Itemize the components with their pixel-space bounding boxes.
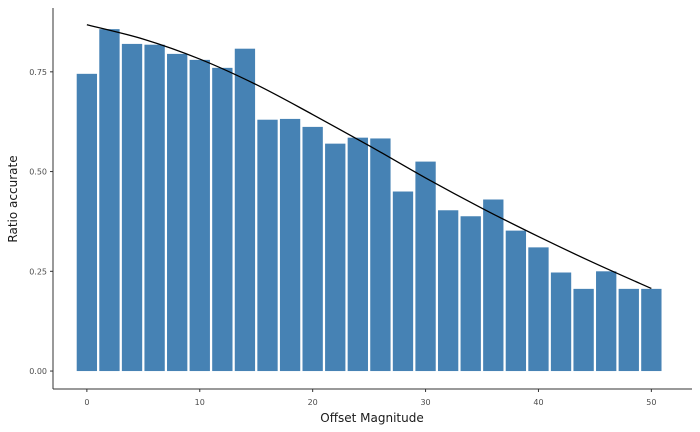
x-axis-title: Offset Magnitude: [320, 411, 423, 425]
bar-12: [212, 67, 233, 372]
bar-40: [528, 247, 549, 372]
y-axis-title: Ratio accurate: [6, 155, 20, 242]
y-tick-label: 0.25: [29, 267, 47, 276]
bar-10: [189, 59, 210, 372]
x-tick-label: 30: [420, 398, 430, 407]
bar-14: [234, 48, 256, 372]
bar-20: [302, 126, 323, 372]
y-tick-label: 0.00: [29, 367, 47, 376]
x-tick-label: 20: [308, 398, 318, 407]
y-tick-label: 0.75: [29, 68, 47, 77]
trend-line: [86, 24, 652, 290]
bar-34: [460, 216, 481, 372]
bar-48: [618, 288, 639, 372]
bars-layer: [76, 29, 662, 372]
bar-28: [392, 191, 414, 372]
bar-42: [550, 272, 572, 372]
bar-50: [641, 288, 662, 372]
y-axis-ticks: 0.00 0.25 0.50 0.75: [29, 68, 53, 376]
x-tick-label: 0: [84, 398, 89, 407]
x-tick-label: 40: [533, 398, 543, 407]
bar-26: [370, 138, 391, 372]
bar-30: [415, 161, 436, 372]
bar-18: [279, 118, 301, 372]
y-tick-label: 0.50: [29, 168, 47, 177]
trend-line-layer: [86, 24, 652, 290]
bar-8: [167, 53, 188, 372]
x-axis-ticks: 0 10 20 30 40 50: [84, 389, 656, 407]
bar-4: [121, 43, 143, 372]
x-tick-label: 50: [646, 398, 656, 407]
bar-46: [596, 271, 617, 372]
bar-6: [144, 44, 165, 372]
bar-36: [483, 199, 504, 372]
bar-44: [573, 288, 594, 372]
bar-38: [505, 230, 527, 372]
x-tick-label: 10: [195, 398, 205, 407]
bar-16: [257, 119, 278, 372]
bar-0: [76, 73, 98, 372]
bar-24: [347, 137, 368, 372]
bar-22: [325, 143, 346, 372]
bar-2: [99, 29, 120, 372]
bar-32: [437, 210, 459, 372]
